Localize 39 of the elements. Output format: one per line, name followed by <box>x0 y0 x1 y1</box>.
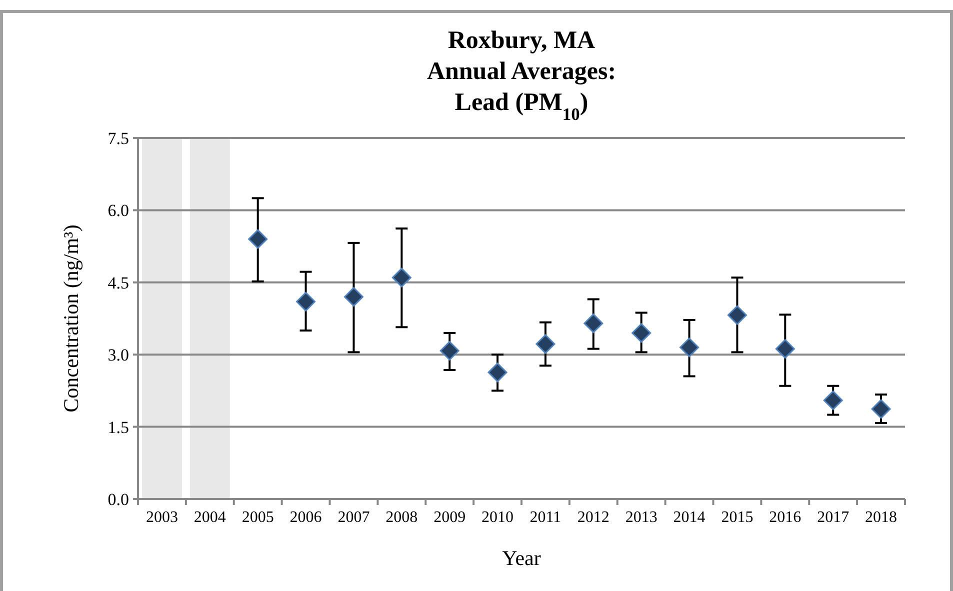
point <box>488 362 508 382</box>
x-tick-label: 2004 <box>194 509 226 526</box>
point <box>296 292 316 312</box>
y-tick-label: 1.5 <box>108 418 129 437</box>
y-tick-label: 3.0 <box>108 346 129 365</box>
point <box>392 268 412 288</box>
point <box>871 399 891 419</box>
x-tick-label: 2015 <box>721 509 754 526</box>
x-tick-label: 2003 <box>146 509 178 526</box>
y-tick-label: 7.5 <box>108 128 129 148</box>
x-axis-title: Year <box>502 546 541 570</box>
y-tick-label: 4.5 <box>108 273 129 292</box>
y-axis-title: Concentration (ng/m³) <box>59 224 83 412</box>
point <box>344 287 364 307</box>
x-tick-label: 2010 <box>482 509 514 526</box>
point <box>248 229 268 249</box>
point <box>775 339 795 359</box>
x-tick-label: 2013 <box>625 509 658 526</box>
point <box>823 390 843 410</box>
point <box>680 338 700 358</box>
y-tick-label: 0.0 <box>108 490 129 509</box>
chart-title: Roxbury, MA Annual Averages: Lead (PM$_{10}$) <box>426 27 616 124</box>
x-tick-label: 2007 <box>338 509 370 526</box>
x-tick-label: 2016 <box>769 509 802 526</box>
point <box>727 305 747 325</box>
x-tick-label: 2005 <box>242 509 274 526</box>
x-tick-label: 2017 <box>817 509 850 526</box>
point <box>536 334 556 354</box>
x-tick-label: 2008 <box>386 509 418 526</box>
x-tick-label: 2011 <box>530 509 562 526</box>
x-tick-label: 2009 <box>434 509 466 526</box>
point <box>632 323 652 343</box>
y-tick-label: 6.0 <box>108 201 129 220</box>
x-tick-label: 2014 <box>673 509 706 526</box>
point <box>584 314 604 334</box>
point <box>440 341 460 360</box>
x-tick-label: 2006 <box>290 509 322 526</box>
x-tick-label: 2012 <box>577 509 610 526</box>
x-tick-label: 2018 <box>865 509 898 526</box>
